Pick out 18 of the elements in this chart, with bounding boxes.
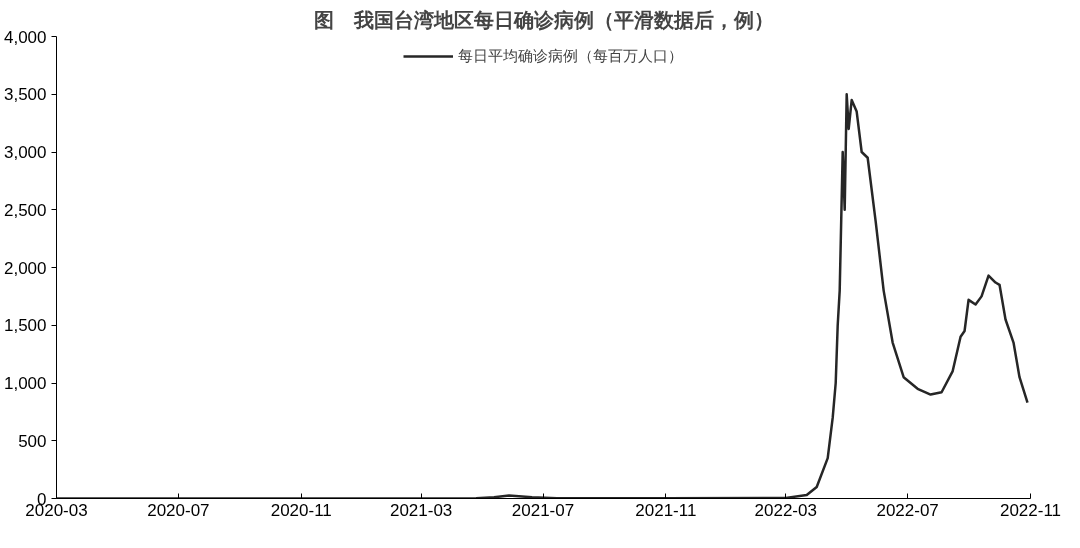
- x-tick-label: 2020-11: [270, 500, 332, 520]
- x-tick-label: 2022-07: [876, 500, 939, 520]
- x-tick-label: 2021-07: [511, 500, 575, 520]
- y-tick-label: 500: [18, 431, 47, 451]
- y-tick-label: 2,500: [3, 200, 47, 220]
- y-tick-label: 3,000: [3, 143, 47, 162]
- y-tick-label: 1,000: [3, 374, 47, 393]
- y-tick-label: 1,500: [3, 316, 47, 336]
- x-tick-label: 2022-11: [999, 500, 1062, 520]
- y-tick-label: 4,000: [3, 27, 47, 47]
- x-tick-label: 2022-03: [754, 500, 817, 520]
- x-tick-label: 2021-03: [389, 500, 453, 520]
- x-tick-label: 2020-07: [147, 500, 210, 520]
- chart-title: 图 我国台湾地区每日确诊病例（平滑数据后，例）: [313, 7, 774, 32]
- y-tick-label: 2,000: [3, 258, 47, 278]
- x-tick-label: 2021-11: [635, 500, 697, 520]
- y-tick-label: 3,500: [3, 85, 47, 105]
- legend-label: 每日平均确诊病例（每百万人口）: [458, 46, 683, 66]
